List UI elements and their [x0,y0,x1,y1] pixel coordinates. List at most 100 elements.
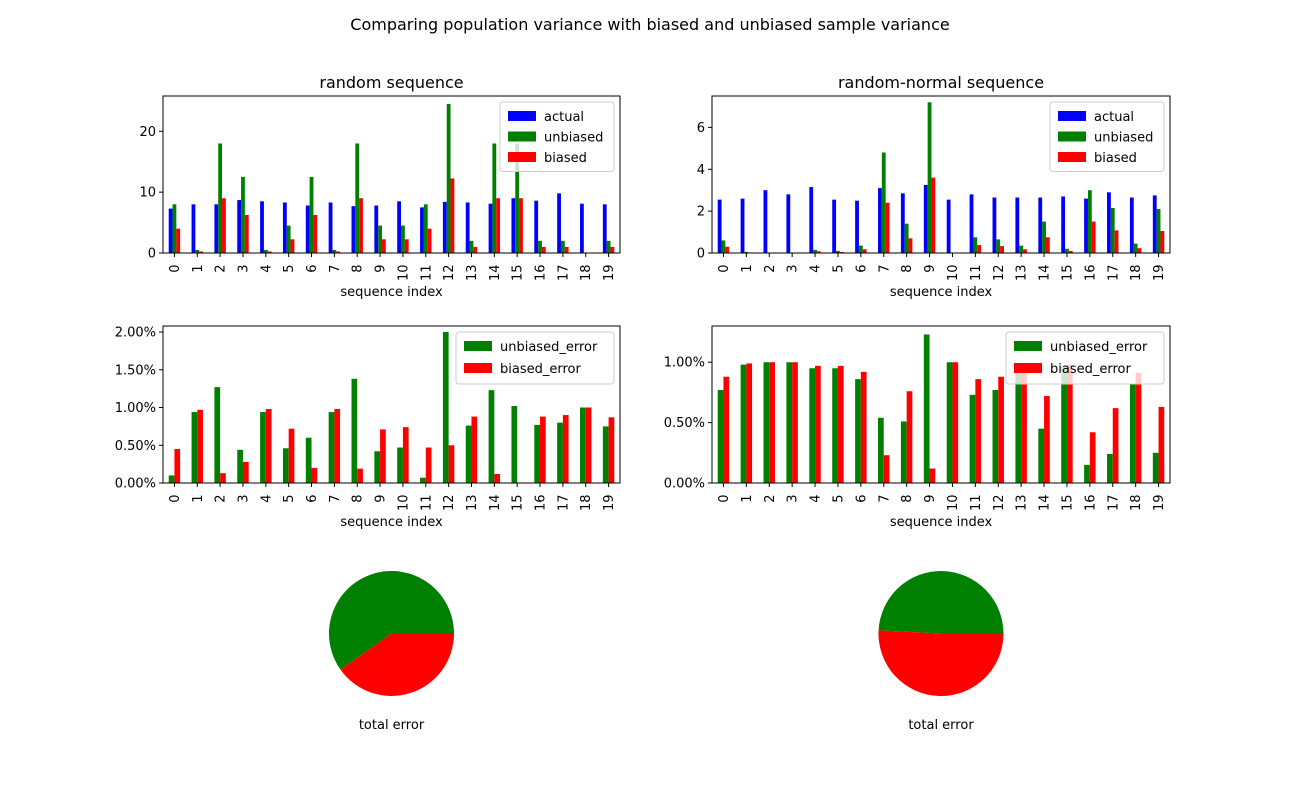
normal-variance-xlabel: sequence index [890,285,993,300]
random_variance-bar-actual-18 [580,203,584,253]
normal_variance-xtick-label: 3 [786,265,801,273]
random_variance-bar-actual-16 [534,200,539,253]
normal_error-bar-biased_error-6 [860,371,867,483]
normal_variance-ytick-label: 2 [697,205,705,220]
random_error-bar-biased_error-0 [174,449,181,483]
random-pie-xlabel: total error [359,718,425,733]
random-variance-title: random sequence [319,73,463,92]
random_error-bar-biased_error-12 [448,445,455,483]
random_variance-xtick-label: 16 [534,265,549,282]
random_error-bar-biased_error-7 [334,409,341,483]
normal_error-bar-unbiased_error-7 [878,417,884,483]
normal_error-xtick-label: 4 [809,495,824,503]
random_variance-ytick-label: 10 [139,186,156,201]
normal_variance-bar-actual-8 [900,193,905,253]
random_error-bar-biased_error-1 [197,409,203,483]
normal_error-bar-unbiased_error-3 [786,362,793,483]
random_error-xtick-label: 18 [579,495,594,512]
random_variance-bar-actual-0 [168,208,173,253]
random_variance-bar-biased-15 [519,198,523,253]
normal_variance-bar-actual-10 [946,199,951,253]
random_error-bar-unbiased_error-0 [168,475,175,483]
random_variance-bar-actual-4 [260,201,264,253]
normal_error-legend-box [1005,331,1165,385]
normal_variance-xtick-label: 12 [992,265,1007,282]
random_error-bar-unbiased_error-7 [328,412,335,483]
normal_error-bar-biased_error-10 [952,362,959,483]
normal_variance-xtick-label: 17 [1106,265,1121,282]
normal_error-bar-unbiased_error-11 [969,394,976,483]
random_variance-bar-unbiased-1 [195,249,200,253]
normal_error-bar-unbiased_error-2 [763,362,770,483]
random_variance-bar-biased-1 [199,251,203,253]
normal_variance-bar-biased-0 [725,246,730,253]
normal_error-xtick-label: 0 [717,495,732,503]
random_variance-ytick-label: 0 [148,247,156,262]
random_variance-bar-actual-6 [305,205,310,253]
random_error-bar-biased_error-14 [494,473,501,483]
normal_variance-legend-label-unbiased: unbiased [1094,131,1153,146]
normal_variance-bar-biased-14 [1045,237,1050,253]
normal_error-bar-unbiased_error-14 [1038,428,1045,483]
random_error-xtick-label: 13 [465,495,480,512]
normal_error-xtick-label: 10 [946,495,961,512]
normal_variance-bar-actual-14 [1038,197,1043,253]
random_variance-xtick-label: 5 [282,265,297,273]
random_variance-legend: actual unbiased biased [499,101,615,172]
random_variance-xtick-label: 10 [396,265,411,282]
random_variance-bar-actual-10 [397,201,402,253]
random_error-ytick-label: 1.50% [115,363,156,378]
random_variance-xtick-label: 4 [259,265,274,273]
normal_variance-xtick-label: 16 [1083,265,1098,282]
normal_error-xtick-label: 13 [1015,495,1030,512]
normal_variance-bar-actual-3 [786,194,791,253]
normal_error-bar-biased_error-16 [1089,432,1096,483]
normal_variance-bar-actual-6 [855,200,859,253]
normal_variance-bar-biased-12 [1000,246,1004,253]
normal_variance-xtick-label: 5 [831,265,846,273]
random_variance-legend-swatch-unbiased [508,131,536,142]
random_error-xtick-label: 1 [191,495,206,503]
normal_variance-xtick-label: 0 [717,265,732,273]
normal_variance-bar-biased-11 [977,245,982,253]
normal_error-ytick-label: 1.00% [664,356,705,371]
normal_variance-bar-actual-19 [1152,195,1157,253]
random_error-bar-unbiased_error-1 [191,412,198,483]
normal_variance-xtick-label: 9 [923,265,938,273]
normal-error-xlabel: sequence index [890,515,993,530]
random_variance-bar-biased-2 [222,198,226,253]
random_error-bar-unbiased_error-12 [442,332,449,483]
random_error-bar-biased_error-13 [471,416,478,483]
normal_error-xtick-label: 11 [969,495,984,512]
normal-total-error-pie: total error [878,571,1004,733]
normal_error-bar-biased_error-12 [998,376,1004,483]
random_variance-bar-unbiased-11 [423,204,428,253]
random_variance-bar-unbiased-5 [286,225,291,253]
random_error-xtick-label: 17 [556,495,571,512]
normal_error-xtick-label: 1 [740,495,755,503]
random_variance-bar-actual-9 [374,205,379,253]
normal_variance-bar-biased-7 [885,202,890,253]
random_variance-bar-biased-11 [427,228,432,253]
random_error-bar-unbiased_error-15 [511,406,518,483]
random_variance-legend-swatch-actual [508,111,536,121]
random_error-ytick-label: 2.00% [115,326,156,341]
random_error-xtick-label: 0 [168,495,183,503]
normal_variance-xtick-label: 8 [900,265,915,273]
random_variance-bar-actual-19 [602,204,607,253]
random_error-bar-biased_error-10 [402,427,409,483]
random_variance-bar-unbiased-19 [606,240,611,253]
random_variance-bar-unbiased-17 [560,240,565,253]
normal_error-xtick-label: 14 [1038,495,1053,512]
random_error-bar-unbiased_error-19 [602,426,609,483]
normal_variance-xtick-label: 7 [877,265,892,273]
random_variance-bar-biased-9 [381,239,386,253]
random-variance-xlabel: sequence index [340,285,443,300]
random_variance-ytick-label: 20 [139,125,156,140]
random_variance-xtick-label: 0 [168,265,183,273]
random_error-bar-unbiased_error-16 [534,424,541,483]
normal_variance-bar-unbiased-8 [904,223,909,253]
random_error-legend-swatch-unbiased_error [464,341,492,351]
random_error-bar-unbiased_error-4 [260,412,266,483]
normal_error-xtick-label: 18 [1129,495,1144,512]
